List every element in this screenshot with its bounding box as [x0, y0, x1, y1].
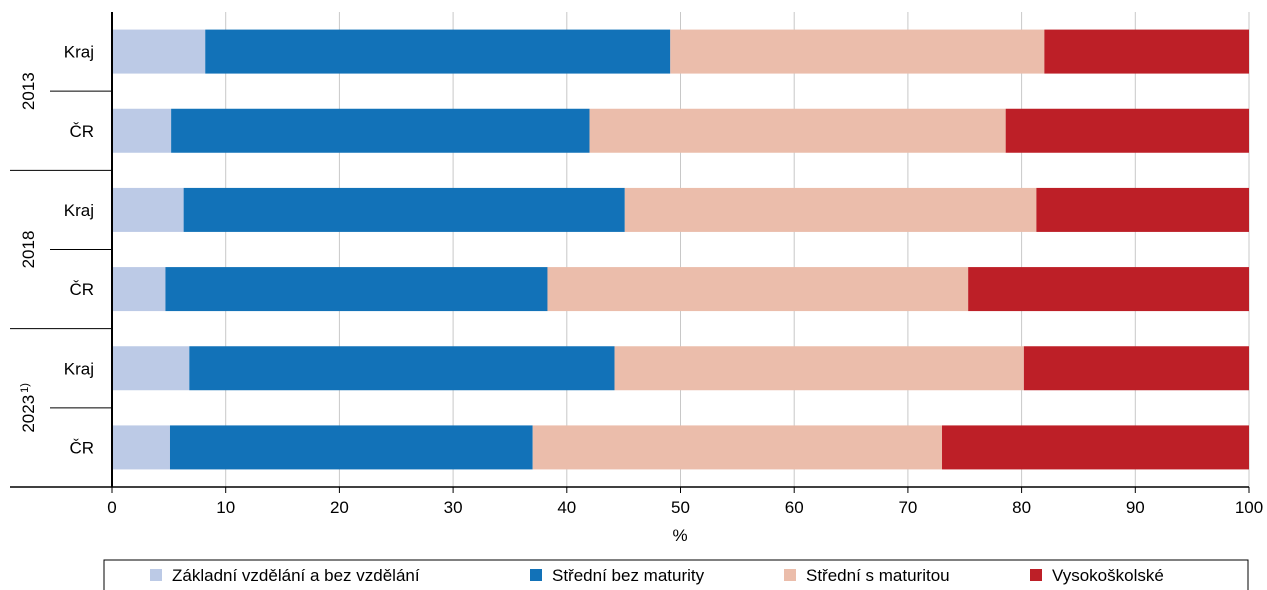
legend-label-1: Základní vzdělání a bez vzdělání: [172, 566, 420, 585]
legend-swatch-4: [1030, 569, 1042, 581]
bars: [112, 29, 1249, 470]
bar-row6-series2: [169, 425, 533, 470]
x-tick-label-80: 80: [1012, 498, 1031, 517]
legend-label-2: Střední bez maturity: [552, 566, 705, 585]
x-tick-label-70: 70: [898, 498, 917, 517]
legend-swatch-1: [150, 569, 162, 581]
bar-row2-series4: [1005, 108, 1249, 153]
group-label-2013: 2013: [19, 72, 38, 110]
x-tick-label-50: 50: [671, 498, 690, 517]
legend-swatch-3: [784, 569, 796, 581]
legend-box: [103, 559, 1249, 590]
bar-row2-series1: [112, 108, 172, 153]
bar-row1-series1: [112, 29, 206, 74]
bar-row3-series2: [183, 187, 625, 232]
bar-row5-series4: [1023, 346, 1249, 391]
category-label: Kraj: [64, 43, 94, 62]
gridlines: [225, 12, 1250, 487]
bar-row4-series4: [968, 267, 1249, 312]
bar-row4-series3: [547, 267, 969, 312]
group-footnote: 1): [19, 383, 31, 393]
x-tick-label-40: 40: [557, 498, 576, 517]
x-tick-label-100: 100: [1235, 498, 1263, 517]
bar-row6-series4: [942, 425, 1249, 470]
legend-swatch-2: [530, 569, 542, 581]
bar-row2-series2: [171, 108, 590, 153]
x-tick-label-0: 0: [107, 498, 116, 517]
x-tick-label-20: 20: [330, 498, 349, 517]
group-labels: 2013 2018 2023 1): [19, 72, 38, 432]
bar-row5-series1: [112, 346, 190, 391]
group-year: 2018: [19, 231, 38, 269]
group-label-2023: 2023 1): [19, 383, 38, 433]
legend: Základní vzdělání a bez vzdělání Střední …: [103, 559, 1249, 590]
bar-row3-series1: [112, 187, 184, 232]
bar-row5-series3: [614, 346, 1024, 391]
bar-row3-series4: [1036, 187, 1249, 232]
group-label-2018: 2018: [19, 231, 38, 269]
category-label: Kraj: [64, 359, 94, 378]
bar-row1-series3: [670, 29, 1045, 74]
x-tick-label-10: 10: [216, 498, 235, 517]
x-tick-label-30: 30: [444, 498, 463, 517]
category-label: Kraj: [64, 201, 94, 220]
bar-row4-series2: [165, 267, 548, 312]
category-label: ČR: [69, 122, 94, 141]
bar-row5-series2: [189, 346, 615, 391]
group-year: 2013: [19, 72, 38, 110]
group-year: 2023: [19, 395, 38, 433]
bar-row6-series1: [112, 425, 170, 470]
x-tick-label-60: 60: [785, 498, 804, 517]
category-label: ČR: [69, 280, 94, 299]
legend-label-4: Vysokoškolské: [1052, 566, 1164, 585]
x-axis-label: %: [672, 526, 687, 545]
category-label: ČR: [69, 438, 94, 457]
bar-row4-series1: [112, 267, 166, 312]
x-tick-label-90: 90: [1126, 498, 1145, 517]
legend-label-3: Střední s maturitou: [806, 566, 950, 585]
bar-row1-series4: [1044, 29, 1249, 74]
bar-row1-series2: [205, 29, 671, 74]
category-labels: Kraj ČR Kraj ČR Kraj ČR: [64, 43, 94, 458]
x-tick-labels: 0 10 20 30 40 50 60 70 80 90 100: [107, 498, 1263, 517]
bar-row2-series3: [589, 108, 1006, 153]
axes: [10, 12, 1250, 493]
bar-row6-series3: [532, 425, 943, 470]
bar-row3-series3: [624, 187, 1037, 232]
